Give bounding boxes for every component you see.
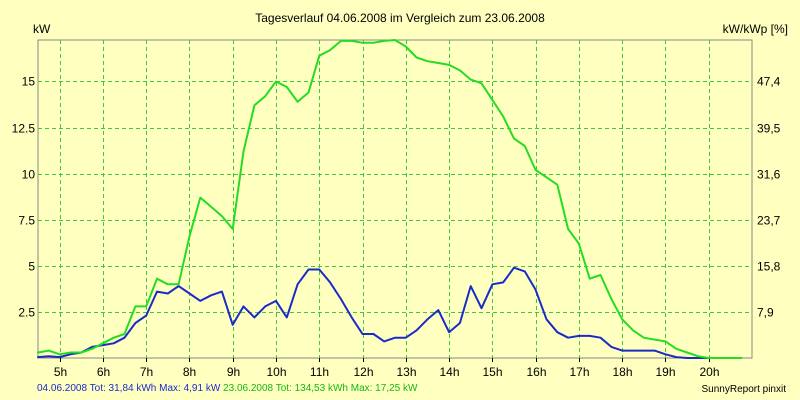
plot-frame bbox=[37, 39, 753, 359]
series-1-summary: 04.06.2008 Tot: 31,84 kWh Max: 4,91 kW bbox=[37, 383, 221, 394]
x-tick-label: 5h bbox=[54, 365, 67, 379]
x-tick-label: 12h bbox=[353, 365, 373, 379]
x-tick-label: 15h bbox=[482, 365, 502, 379]
x-tick-label: 9h bbox=[227, 365, 240, 379]
series-line-2 bbox=[37, 39, 743, 359]
x-tick-label: 6h bbox=[97, 365, 110, 379]
y-tick-label-right: 23,7 bbox=[757, 214, 781, 228]
x-tick-label: 16h bbox=[526, 365, 546, 379]
y-tick-label-right: 15,8 bbox=[757, 260, 781, 274]
series-line-1 bbox=[37, 266, 743, 359]
y-tick-label-right: 47,4 bbox=[757, 75, 781, 89]
y-axis-right-label: kW/kWp [%] bbox=[722, 22, 788, 36]
y-tick-label-left: 7.5 bbox=[18, 214, 35, 228]
y-tick-label-left: 15 bbox=[22, 75, 36, 89]
x-tick-label: 19h bbox=[655, 365, 675, 379]
y-tick-label-left: 10 bbox=[22, 168, 36, 182]
x-tick-label: 20h bbox=[699, 365, 719, 379]
x-tick-label: 11h bbox=[310, 365, 329, 379]
x-tick-label: 10h bbox=[266, 365, 286, 379]
y-axis-left-label: kW bbox=[33, 22, 51, 36]
y-tick-label-right: 31,6 bbox=[757, 168, 781, 182]
series-2-summary: 23.06.2008 Tot: 134,53 kWh Max: 17,25 kW bbox=[223, 383, 418, 394]
y-tick-label-right: 39,5 bbox=[757, 122, 781, 136]
y-tick-label-right: 7,9 bbox=[757, 306, 774, 320]
chart-title: Tagesverlauf 04.06.2008 im Vergleich zum… bbox=[255, 11, 545, 25]
x-tick-label: 14h bbox=[439, 365, 459, 379]
y-tick-label-left: 2.5 bbox=[18, 306, 35, 320]
x-tick-label: 8h bbox=[183, 365, 196, 379]
x-tick-label: 17h bbox=[569, 365, 589, 379]
x-tick-label: 7h bbox=[140, 365, 153, 379]
chart-footer: 04.06.2008 Tot: 31,84 kWh Max: 4,91 kW 2… bbox=[37, 383, 417, 394]
credit-text: SunnyReport pinxit bbox=[701, 384, 787, 395]
y-tick-label-left: 5 bbox=[28, 260, 35, 274]
y-tick-label-left: 12.5 bbox=[12, 122, 36, 136]
x-tick-label: 18h bbox=[612, 365, 632, 379]
x-tick-label: 13h bbox=[396, 365, 416, 379]
